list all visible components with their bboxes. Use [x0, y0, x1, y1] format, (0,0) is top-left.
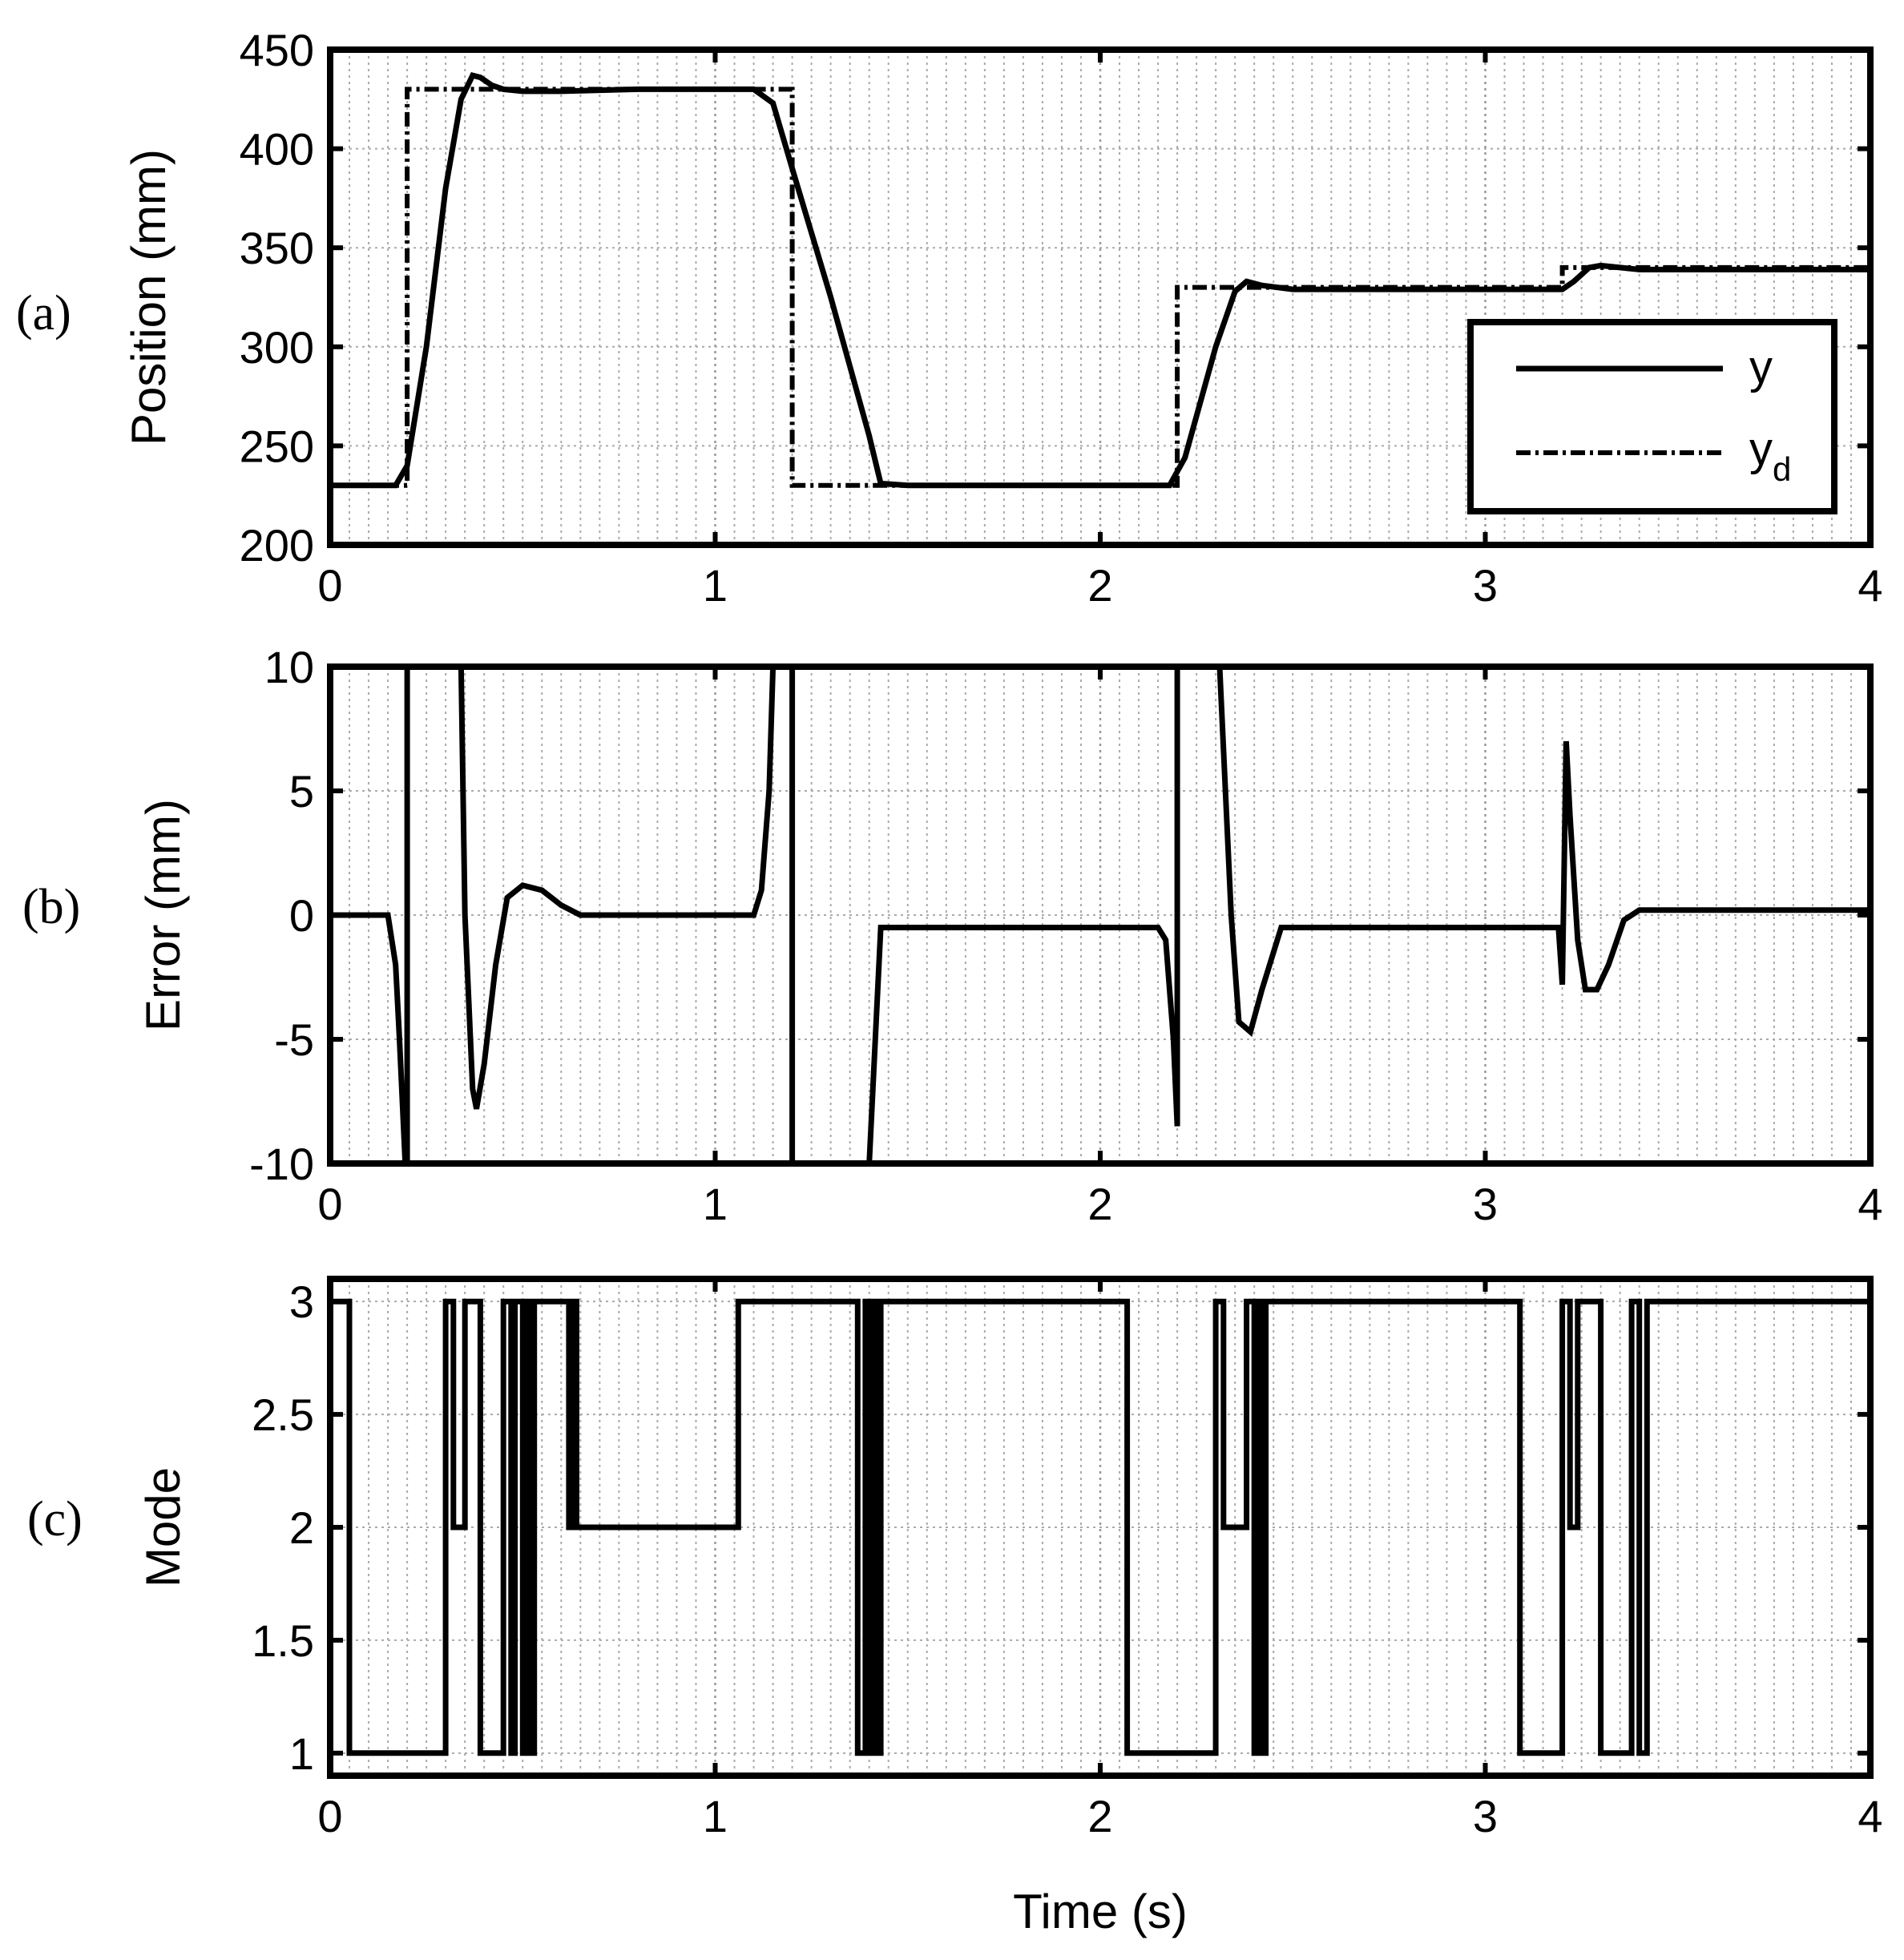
ytick-label: 2.5	[252, 1389, 314, 1440]
panel-b-series	[330, 667, 1870, 1163]
panel-c-ticks	[328, 1279, 1873, 1776]
ytick-label: 5	[289, 766, 314, 817]
xtick-label: 0	[317, 1179, 342, 1229]
ytick-label: 1.5	[252, 1615, 314, 1666]
ytick-label: 450	[240, 25, 314, 75]
panel-c-ytick-labels: 1 1.5 2 2.5 3	[252, 1276, 314, 1779]
ytick-label: 300	[240, 322, 314, 373]
panel-b-xtick-labels: 0 1 2 3 4	[317, 1179, 1882, 1229]
panel-c-series	[330, 1298, 1870, 1756]
ytick-label: 400	[240, 124, 314, 175]
panel-a: 200 250 300 350 400 450 0 1 2 3 4 Position (mm) (…	[16, 25, 1883, 611]
xtick-label: 3	[1473, 1791, 1498, 1841]
xtick-label: 4	[1858, 1179, 1882, 1229]
series-line	[330, 1298, 1870, 1756]
ytick-label: 3	[289, 1276, 314, 1327]
ytick-label: 200	[240, 520, 314, 571]
xtick-label: 3	[1473, 560, 1498, 611]
ytick-label: 1	[289, 1728, 314, 1779]
legend-label-yd: yd	[1749, 423, 1791, 488]
legend-label-y: y	[1749, 341, 1773, 393]
panel-a-label: (a)	[16, 286, 71, 341]
legend: y yd	[1467, 319, 1837, 514]
ytick-label: 250	[240, 421, 314, 471]
panel-c-ylabel: Mode	[136, 1467, 190, 1587]
panel-b-grid	[330, 666, 1870, 1164]
ytick-label: -10	[249, 1139, 314, 1189]
panel-a-ylabel: Position (mm)	[122, 149, 175, 446]
xtick-label: 0	[317, 560, 342, 611]
panel-b-ticks	[328, 664, 1873, 1166]
xtick-label: 2	[1087, 560, 1112, 611]
xtick-label: 0	[317, 1791, 342, 1841]
ytick-label: 0	[289, 890, 314, 941]
xtick-label: 4	[1858, 1791, 1882, 1841]
series-line-yd	[330, 87, 1870, 488]
xtick-label: 4	[1858, 560, 1882, 611]
legend-label-yd-sub: d	[1773, 450, 1791, 488]
panel-b-ylabel: Error (mm)	[136, 799, 190, 1031]
panel-b: -10 -5 0 5 10 0 1 2 3 4 Error (mm) (b)	[22, 642, 1883, 1229]
panel-a-series	[330, 71, 1870, 489]
panel-a-ytick-labels: 200 250 300 350 400 450	[240, 25, 314, 571]
panel-a-ticks	[328, 47, 1873, 547]
xtick-label: 1	[703, 1179, 728, 1229]
xtick-label: 1	[703, 560, 728, 611]
x-axis-label: Time (s)	[1013, 1885, 1188, 1938]
xtick-label: 3	[1473, 1179, 1498, 1229]
legend-box	[1467, 319, 1837, 514]
panel-b-label: (b)	[22, 880, 80, 934]
panel-c-label: (c)	[27, 1492, 83, 1547]
legend-label-yd-main: y	[1749, 423, 1773, 475]
ytick-label: 10	[264, 642, 314, 692]
ytick-label: 350	[240, 223, 314, 273]
panel-a-xtick-labels: 0 1 2 3 4	[317, 560, 1882, 611]
panel-b-ytick-labels: -10 -5 0 5 10	[249, 642, 314, 1189]
panel-c-xtick-labels: 0 1 2 3 4	[317, 1791, 1882, 1841]
ytick-label: -5	[274, 1014, 314, 1065]
xtick-label: 2	[1087, 1791, 1112, 1841]
series-line	[330, 667, 1870, 1163]
ytick-label: 2	[289, 1502, 314, 1553]
xtick-label: 2	[1087, 1179, 1112, 1229]
xtick-label: 1	[703, 1791, 728, 1841]
